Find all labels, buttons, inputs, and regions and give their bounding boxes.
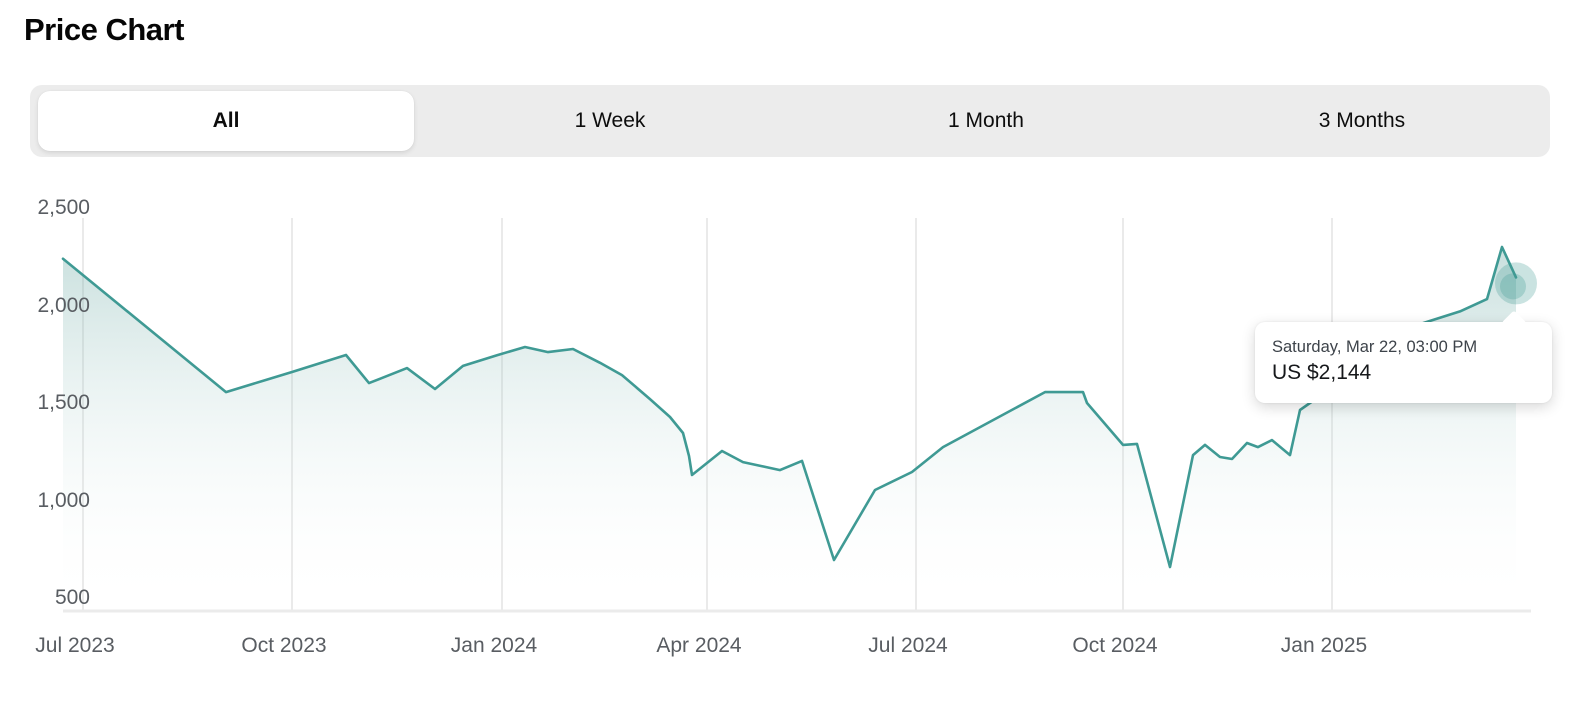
y-tick-label: 2,000 [37,293,90,317]
x-tick-label: Jan 2025 [1280,634,1368,657]
tab-3-months[interactable]: 3 Months [1174,85,1550,157]
highlight-point [1500,273,1526,300]
range-tabbar: All 1 Week 1 Month 3 Months [30,85,1550,157]
tooltip-price: US $2,144 [1272,361,1372,384]
tab-all[interactable]: All [38,91,414,151]
y-tick-label: 1,500 [37,391,90,414]
tab-1-month[interactable]: 1 Month [798,85,1174,157]
page-title: Price Chart [24,12,184,47]
x-tick-label: Jul 2024 [868,634,948,657]
area-fill [63,247,1516,611]
x-tick-label: Oct 2023 [241,634,327,657]
tab-1-week[interactable]: 1 Week [422,85,798,157]
tooltip-date: Saturday, Mar 22, 03:00 PM [1272,338,1478,356]
x-tick-label: Apr 2024 [656,634,742,657]
tab-1-week-label: 1 Week [574,109,646,132]
x-tick-label: Jul 2023 [35,634,115,657]
tab-1-month-label: 1 Month [948,109,1024,132]
x-tick-label: Oct 2024 [1072,634,1158,657]
highlight-halo [1495,262,1537,305]
tooltip: Saturday, Mar 22, 03:00 PM US $2,144 [1255,310,1552,403]
y-tick-label: 1,000 [37,488,90,512]
tab-all-label: All [212,109,240,132]
price-line [61,245,1518,569]
y-tick-label: 2,500 [37,196,90,219]
tab-3-months-label: 3 Months [1318,109,1406,132]
x-tick-label: Jan 2024 [450,634,538,657]
y-tick-label: 500 [54,586,90,609]
